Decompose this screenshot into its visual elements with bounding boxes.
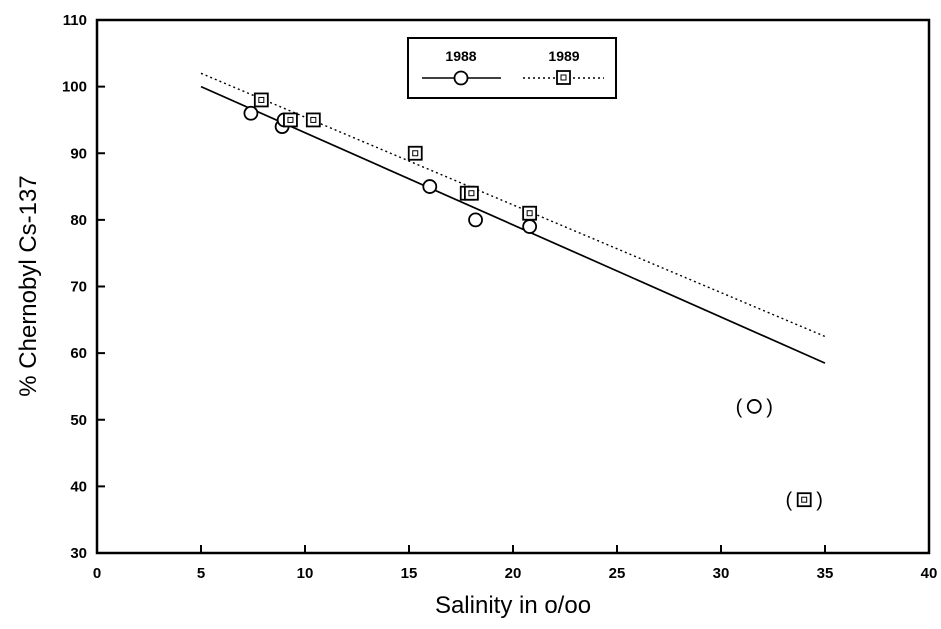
excluded-point-1989: [796, 492, 812, 508]
paren-open: (: [786, 490, 793, 512]
point-1988: [468, 212, 483, 228]
y-axis-ticks: 30 40 50 60 70 80 90 100 110: [62, 12, 105, 562]
point-1988: [422, 179, 438, 194]
point-1989: [305, 112, 321, 128]
point-1989: [253, 92, 269, 108]
point-1989-inner: [310, 116, 317, 123]
y-tick-label: 60: [70, 345, 87, 362]
x-tick-label: 30: [713, 565, 730, 582]
x-axis-ticks: 0 5 10 15 20 25 30 35 40: [93, 545, 938, 582]
x-tick-label: 35: [817, 565, 834, 582]
x-tick-label: 40: [921, 565, 938, 582]
y-tick-label: 70: [70, 279, 87, 296]
x-tick-label: 10: [297, 565, 314, 582]
x-tick-label: 25: [609, 565, 626, 582]
point-1989: [463, 185, 479, 201]
legend-box: [407, 37, 617, 99]
x-tick-label: 0: [93, 565, 101, 582]
y-axis-title: % Chernobyl Cs-137: [15, 175, 42, 396]
plot-frame: [95, 18, 931, 555]
y-tick-label: 90: [70, 145, 87, 162]
y-tick-label: 50: [70, 412, 87, 429]
point-1988: [243, 105, 259, 121]
y-tick-label: 100: [62, 79, 87, 96]
point-1989-inner: [412, 150, 419, 157]
y-tick-label: 110: [63, 12, 87, 29]
excluded-point-1989-inner: [801, 496, 808, 503]
paren-close: ): [816, 490, 823, 512]
x-tick-label: 15: [401, 565, 418, 582]
legend-marker-square-inner: [560, 74, 567, 81]
point-1988: [522, 219, 538, 234]
legend-label-1988: 1988: [445, 48, 476, 64]
fit-lines: [200, 72, 826, 364]
point-1989: [407, 145, 423, 161]
point-1989-inner: [258, 96, 265, 103]
y-tick-label: 30: [70, 545, 87, 562]
paren-open: (: [736, 396, 743, 418]
data-points: () (): [243, 92, 823, 512]
point-1989-inner: [287, 116, 294, 123]
point-1989-inner: [526, 210, 533, 217]
x-tick-label: 20: [505, 565, 522, 582]
point-1989: [522, 205, 538, 221]
y-tick-label: 40: [70, 478, 87, 495]
x-tick-label: 5: [197, 565, 205, 582]
legend-marker-circle: [453, 70, 469, 86]
excluded-point-1988: [746, 399, 762, 414]
legend: 1988 1989: [407, 37, 617, 99]
point-1989: [283, 112, 298, 128]
y-tick-label: 80: [70, 212, 87, 229]
legend-label-1989: 1989: [548, 48, 579, 64]
x-axis-title: Salinity in o/oo: [435, 592, 591, 619]
legend-marker-square: [556, 70, 571, 85]
paren-close: ): [766, 396, 773, 418]
point-1989-inner: [468, 190, 475, 197]
fit-line-1988: [200, 85, 826, 364]
